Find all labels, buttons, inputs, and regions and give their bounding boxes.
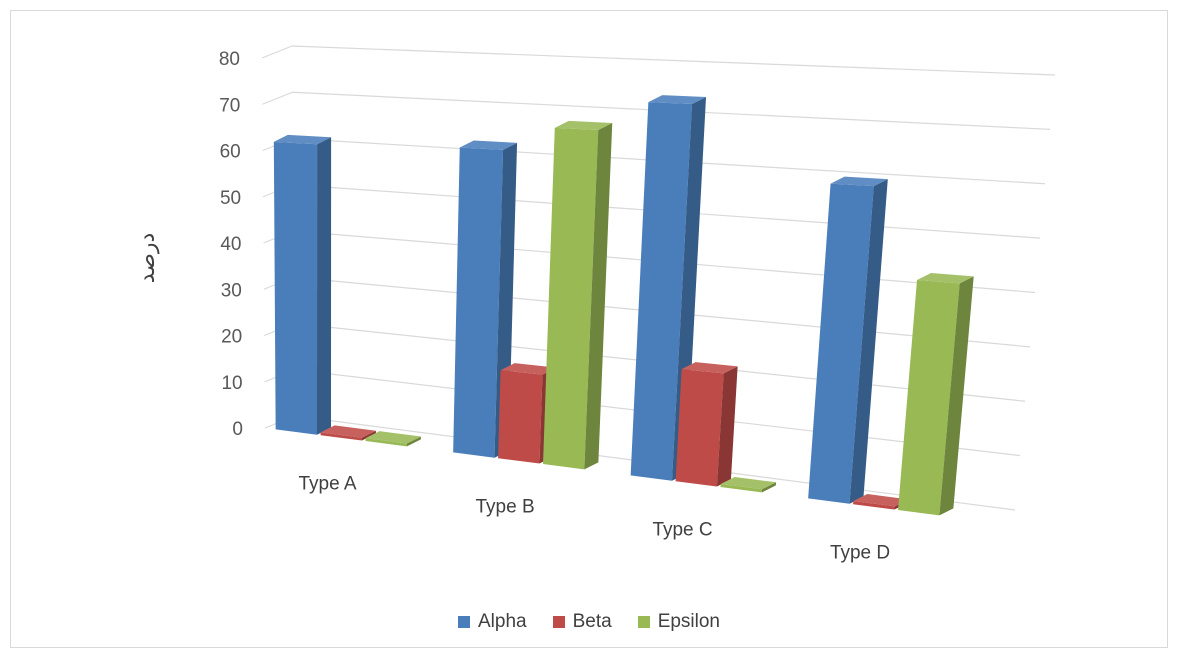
bar-epsilon-type-d [898, 273, 974, 516]
bar-epsilon-type-c [720, 476, 777, 493]
bar-top [917, 273, 974, 284]
legend-swatch [637, 616, 650, 628]
x-category-label: Type A [298, 474, 356, 495]
gridline-left-80 [261, 45, 293, 59]
y-axis-ticks: 0 10 20 30 40 50 60 70 80 [219, 49, 243, 440]
bar-top [830, 176, 888, 187]
bar-top [720, 476, 777, 490]
bar-front [453, 147, 504, 458]
bar-top [500, 363, 557, 375]
bar-top [648, 95, 707, 105]
bar-top [365, 431, 421, 444]
legend: Alpha Beta Epsilon [0, 608, 1178, 636]
bar-top [273, 134, 332, 145]
bar-side [716, 366, 738, 487]
bar-top [681, 362, 738, 374]
bar-side [584, 123, 613, 470]
legend-item-alpha: Alpha [457, 611, 527, 633]
legend-label: Epsilon [657, 611, 721, 632]
bar-top [554, 120, 613, 131]
y-tick-label: 30 [221, 280, 242, 301]
bar-front [320, 432, 362, 441]
bar-epsilon-type-b [543, 120, 613, 470]
bar-alpha-type-d [808, 176, 888, 504]
legend-swatch [457, 616, 470, 628]
bar-beta-type-c [675, 362, 738, 487]
bar-alpha-type-c [630, 95, 707, 481]
gridline-80 [291, 45, 1056, 76]
y-tick-label: 80 [219, 49, 240, 70]
y-tick-label: 40 [220, 234, 241, 255]
y-tick-label: 60 [220, 142, 241, 163]
bar-front [630, 102, 693, 481]
y-tick-label: 20 [221, 327, 242, 348]
bar-side [849, 179, 888, 504]
bar-side [671, 97, 707, 481]
x-category-label: Type C [652, 520, 712, 541]
y-tick-label: 50 [220, 188, 241, 209]
bar-front [498, 370, 543, 464]
x-axis-categories: Type A Type B Type C Type D [298, 474, 890, 564]
y-axis-title: درصد [135, 233, 160, 284]
bar-beta-type-a [320, 425, 376, 441]
bar-alpha-type-b [453, 140, 518, 458]
legend-label: Alpha [477, 611, 527, 632]
bar-side [761, 482, 777, 493]
bar-front [543, 127, 599, 470]
bar-side [494, 142, 518, 458]
x-category-label: Type B [475, 497, 534, 518]
bar-top [853, 494, 909, 507]
bar-front [898, 280, 960, 516]
bar-side [939, 276, 974, 516]
y-tick-label: 0 [232, 419, 243, 440]
legend-label: Beta [572, 611, 612, 632]
bar-front [365, 438, 407, 447]
bar-front [675, 369, 724, 487]
x-category-label: Type D [830, 543, 890, 564]
bar-side [406, 436, 421, 447]
bar-front [720, 483, 763, 493]
gridline-left-70 [262, 91, 293, 105]
bar-front [853, 501, 895, 510]
bar-alpha-type-a [273, 134, 332, 435]
bar-epsilon-type-a [365, 431, 421, 447]
y-tick-label: 10 [221, 373, 242, 394]
bars [273, 95, 974, 516]
bar-front [273, 141, 318, 435]
y-tick-label: 70 [219, 95, 240, 116]
bar-top [459, 140, 518, 150]
bar-front [808, 183, 874, 504]
legend-item-epsilon: Epsilon [637, 611, 721, 633]
bar-top [320, 425, 376, 438]
bar-side [361, 430, 376, 441]
legend-item-beta: Beta [552, 611, 612, 633]
bar-side [316, 137, 332, 435]
legend-swatch [552, 616, 565, 628]
